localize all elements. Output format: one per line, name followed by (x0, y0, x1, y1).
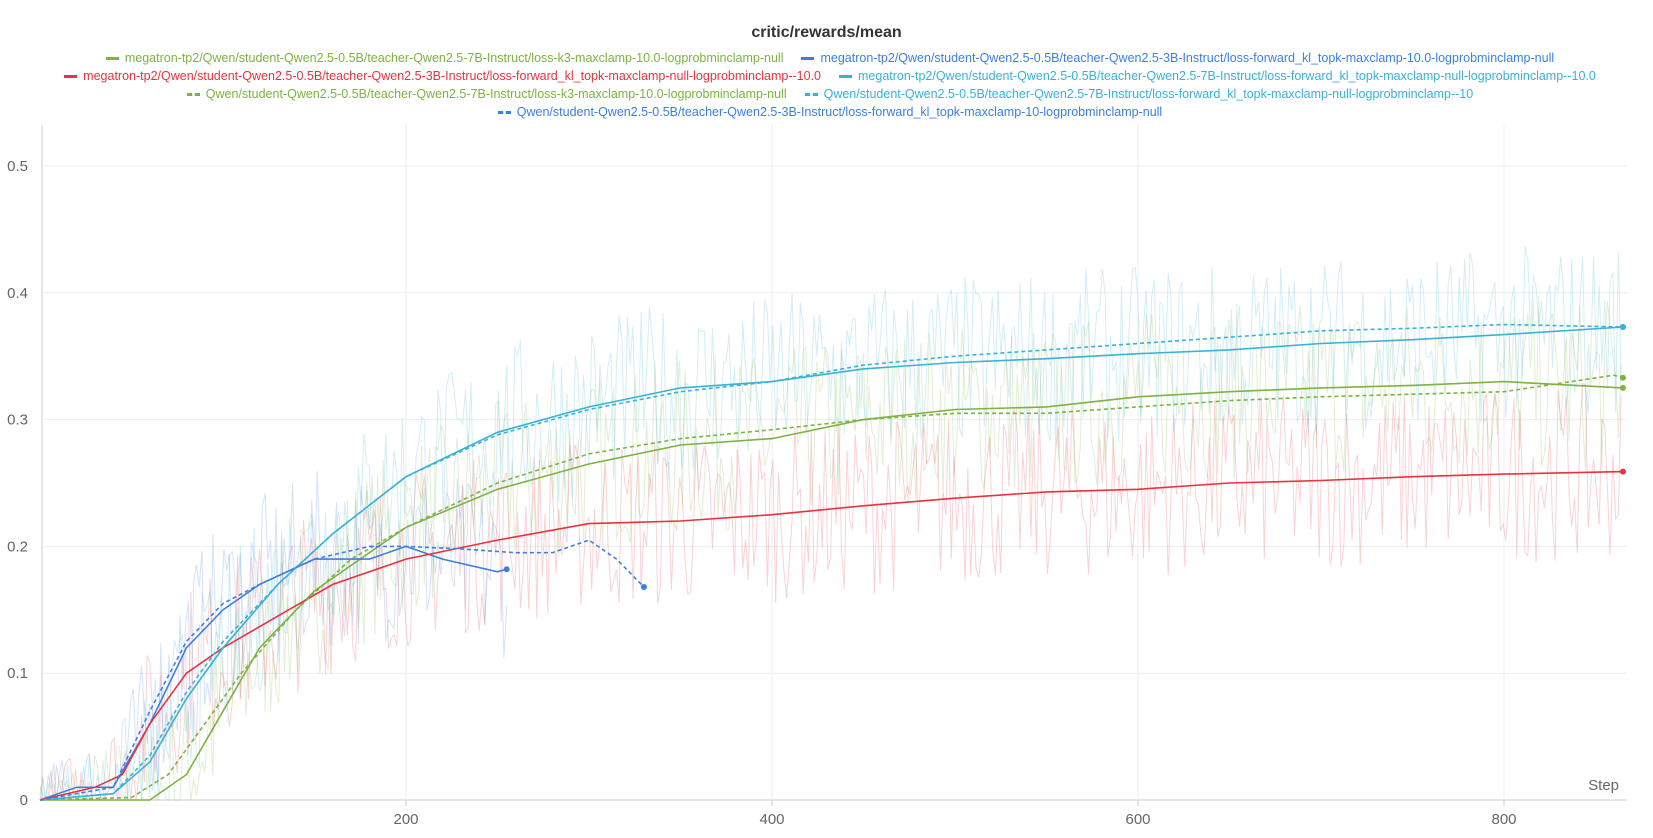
raw-series-line (39, 382, 1622, 801)
series-line (39, 539, 645, 801)
series-line (39, 323, 1624, 801)
series-end-point (503, 566, 510, 573)
legend-item[interactable]: megatron-tp2/Qwen/student-Qwen2.5-0.5B/t… (839, 68, 1596, 85)
raw-series-line (39, 246, 1622, 801)
x-tick-label: 600 (1125, 811, 1150, 828)
legend-label: megatron-tp2/Qwen/student-Qwen2.5-0.5B/t… (83, 69, 821, 83)
legend-label: Qwen/student-Qwen2.5-0.5B/teacher-Qwen2.… (205, 87, 787, 101)
series-line (39, 326, 1624, 801)
legend-label: Qwen/student-Qwen2.5-0.5B/teacher-Qwen2.… (823, 87, 1474, 101)
y-tick-label: 0.5 (7, 158, 28, 175)
legend-item[interactable]: megatron-tp2/Qwen/student-Qwen2.5-0.5B/t… (105, 50, 784, 67)
legend-item[interactable]: megatron-tp2/Qwen/student-Qwen2.5-0.5B/t… (64, 68, 821, 85)
legend-swatch (105, 57, 119, 60)
legend-label: megatron-tp2/Qwen/student-Qwen2.5-0.5B/t… (820, 51, 1555, 65)
x-axis-label: Step (1588, 777, 1619, 794)
series-end-point (640, 583, 647, 590)
x-tick-label: 800 (1491, 811, 1516, 828)
legend-swatch (839, 75, 852, 78)
legend-label: megatron-tp2/Qwen/student-Qwen2.5-0.5B/t… (858, 69, 1596, 83)
x-tick-label: 400 (759, 811, 784, 828)
y-tick-label: 0.2 (7, 538, 28, 555)
x-tick-label: 200 (393, 811, 418, 828)
legend-label: Qwen/student-Qwen2.5-0.5B/teacher-Qwen2.… (516, 105, 1163, 119)
legend-swatch (186, 93, 200, 96)
series-end-point (1619, 374, 1626, 381)
legend-swatch (497, 111, 511, 114)
series-line (40, 380, 1624, 801)
legend-item[interactable]: Qwen/student-Qwen2.5-0.5B/teacher-Qwen2.… (186, 86, 787, 103)
legend-item[interactable]: megatron-tp2/Qwen/student-Qwen2.5-0.5B/t… (801, 50, 1554, 67)
series-line (39, 470, 1624, 801)
raw-series-line (39, 471, 508, 802)
legend-swatch (804, 93, 818, 96)
y-tick-label: 0.4 (7, 285, 28, 302)
series-end-point (1619, 468, 1626, 475)
raw-series-line (39, 295, 1622, 801)
chart-title: critic/rewards/mean (751, 24, 902, 41)
series-end-point (1619, 384, 1626, 391)
y-tick-label: 0 (20, 792, 28, 809)
y-tick-label: 0.1 (7, 665, 28, 682)
series-end-point (1619, 324, 1626, 331)
legend-swatch (801, 57, 815, 60)
legend-label: megatron-tp2/Qwen/student-Qwen2.5-0.5B/t… (124, 51, 784, 65)
y-tick-label: 0.3 (7, 412, 28, 429)
legend-item[interactable]: Qwen/student-Qwen2.5-0.5B/teacher-Qwen2.… (497, 104, 1163, 121)
legend: megatron-tp2/Qwen/student-Qwen2.5-0.5B/t… (40, 50, 1620, 121)
legend-item[interactable]: Qwen/student-Qwen2.5-0.5B/teacher-Qwen2.… (804, 86, 1474, 103)
legend-swatch (64, 75, 78, 78)
